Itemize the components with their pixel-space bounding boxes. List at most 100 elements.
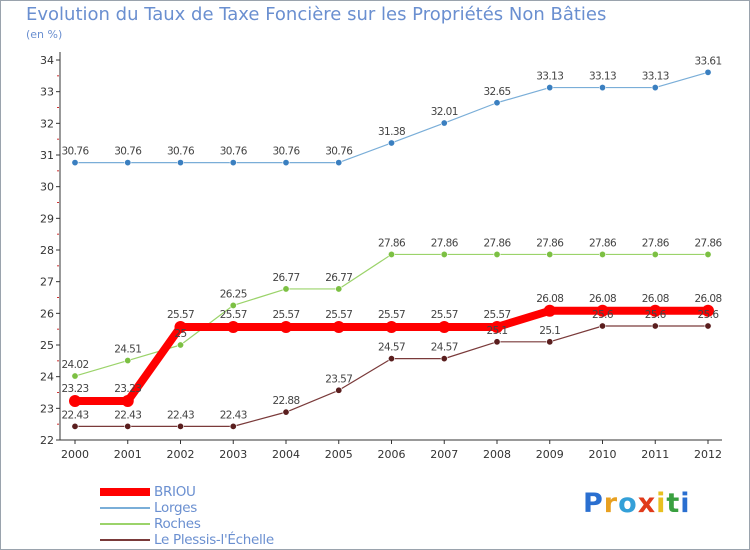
data-label-roches: 27.86 xyxy=(694,237,722,249)
logo-letter: i xyxy=(680,488,691,519)
data-point-roches xyxy=(598,250,606,258)
data-point-roches xyxy=(177,341,185,349)
data-point-lorges xyxy=(651,84,659,92)
data-label-roches: 26.77 xyxy=(325,272,352,284)
data-point-le-plessis-l-echelle xyxy=(493,338,501,346)
x-tick-label: 2002 xyxy=(167,448,195,461)
data-point-briou xyxy=(121,395,134,408)
data-point-le-plessis-l-echelle xyxy=(229,422,237,430)
x-tick-label: 2008 xyxy=(483,448,511,461)
data-label-briou: 26.08 xyxy=(536,293,563,305)
data-point-le-plessis-l-echelle xyxy=(71,422,79,430)
y-tick-label: 22 xyxy=(40,434,54,447)
data-label-briou: 25.57 xyxy=(431,309,458,321)
data-label-le-plessis-l-echelle: 25.6 xyxy=(698,309,720,321)
data-point-roches xyxy=(546,250,554,258)
data-point-briou xyxy=(332,320,345,333)
data-label-layer: 30.76 30.76 30.76 30.76 30.76 30.76 31.38 32.01… xyxy=(61,55,723,421)
data-label-lorges: 33.13 xyxy=(536,71,563,83)
data-point-lorges xyxy=(440,119,448,127)
data-point-lorges xyxy=(546,84,554,92)
x-tick-label: 2005 xyxy=(325,448,353,461)
data-point-briou xyxy=(69,395,81,408)
data-point-roches xyxy=(229,301,237,309)
series-layer xyxy=(69,68,714,430)
logo-letter: t xyxy=(666,488,681,519)
data-point-briou xyxy=(385,320,398,333)
data-label-le-plessis-l-echelle: 22.43 xyxy=(61,409,88,421)
data-label-briou: 25.57 xyxy=(272,309,299,321)
data-label-briou: 23.23 xyxy=(61,383,88,395)
data-label-briou: 26.08 xyxy=(589,293,616,305)
data-point-le-plessis-l-echelle xyxy=(651,322,659,330)
data-point-le-plessis-l-echelle xyxy=(124,422,132,430)
y-tick-label: 25 xyxy=(40,339,54,352)
data-label-roches: 27.86 xyxy=(536,237,564,249)
legend-swatch-le-plessis xyxy=(100,539,150,541)
axes: 22 23 24 25 26 27 28 29 30 31 32 33 34 2000 2001 2002 20… xyxy=(40,52,722,461)
y-tick-label: 24 xyxy=(40,371,54,384)
data-point-lorges xyxy=(387,139,395,147)
data-label-lorges: 31.38 xyxy=(378,126,405,138)
data-label-le-plessis-l-echelle: 23.57 xyxy=(325,373,352,385)
data-label-lorges: 33.13 xyxy=(642,71,669,83)
data-label-roches: 27.86 xyxy=(431,237,459,249)
data-label-roches: 25 xyxy=(174,328,186,340)
data-point-roches xyxy=(335,285,343,293)
data-label-roches: 24.02 xyxy=(61,359,88,371)
data-point-roches xyxy=(282,285,290,293)
legend-label-le-plessis: Le Plessis-l'Échelle xyxy=(154,532,274,548)
data-label-briou: 25.57 xyxy=(325,309,352,321)
data-label-lorges: 30.76 xyxy=(61,146,89,158)
data-label-roches: 27.86 xyxy=(378,237,406,249)
data-point-briou xyxy=(649,304,662,317)
data-label-lorges: 30.76 xyxy=(220,146,248,158)
data-point-le-plessis-l-echelle xyxy=(282,408,290,416)
data-point-briou xyxy=(174,320,187,333)
x-tick-label: 2007 xyxy=(430,448,458,461)
y-tick-label: 28 xyxy=(40,244,54,257)
data-label-le-plessis-l-echelle: 25.1 xyxy=(487,325,508,337)
data-point-lorges xyxy=(493,99,501,107)
data-label-roches: 27.86 xyxy=(589,237,617,249)
data-label-roches: 26.25 xyxy=(220,288,247,300)
data-label-roches: 27.86 xyxy=(642,237,670,249)
data-point-lorges xyxy=(282,159,290,167)
data-label-roches: 24.51 xyxy=(114,344,141,356)
data-point-le-plessis-l-echelle xyxy=(387,355,395,363)
data-label-briou: 23.23 xyxy=(114,383,141,395)
logo-letter: P xyxy=(583,488,604,519)
data-point-lorges xyxy=(71,159,79,167)
data-label-lorges: 30.76 xyxy=(114,146,142,158)
data-label-le-plessis-l-echelle: 25.6 xyxy=(645,309,667,321)
data-point-briou xyxy=(702,304,714,317)
proxiti-logo: Proxiti xyxy=(583,488,691,519)
y-tick-label: 29 xyxy=(40,212,54,225)
data-label-briou: 25.57 xyxy=(483,309,510,321)
data-point-briou xyxy=(438,320,451,333)
data-point-lorges xyxy=(177,159,185,167)
data-label-roches: 27.86 xyxy=(483,237,511,249)
x-tick-label: 2010 xyxy=(589,448,617,461)
logo-letter: x xyxy=(637,488,657,519)
legend-label-briou: BRIOU xyxy=(154,484,196,500)
chart-title: Evolution du Taux de Taxe Foncière sur l… xyxy=(26,4,607,25)
data-point-le-plessis-l-echelle xyxy=(598,322,606,330)
x-tick-label: 2004 xyxy=(272,448,300,461)
data-point-roches xyxy=(71,372,79,380)
logo-letter: r xyxy=(603,488,619,519)
data-label-briou: 25.57 xyxy=(167,309,194,321)
y-tick-label: 30 xyxy=(40,181,54,194)
data-point-le-plessis-l-echelle xyxy=(546,338,554,346)
data-point-roches xyxy=(440,250,448,258)
data-point-roches xyxy=(651,250,659,258)
data-point-briou xyxy=(491,320,503,333)
data-point-briou xyxy=(596,304,609,317)
data-point-roches xyxy=(493,250,501,258)
y-tick-label: 31 xyxy=(40,149,54,162)
x-tick-label: 2009 xyxy=(536,448,564,461)
y-tick-label: 26 xyxy=(40,307,54,320)
data-point-le-plessis-l-echelle xyxy=(335,386,343,394)
line-chart: 22 23 24 25 26 27 28 29 30 31 32 33 34 2000 2001 2002 20… xyxy=(40,52,723,461)
